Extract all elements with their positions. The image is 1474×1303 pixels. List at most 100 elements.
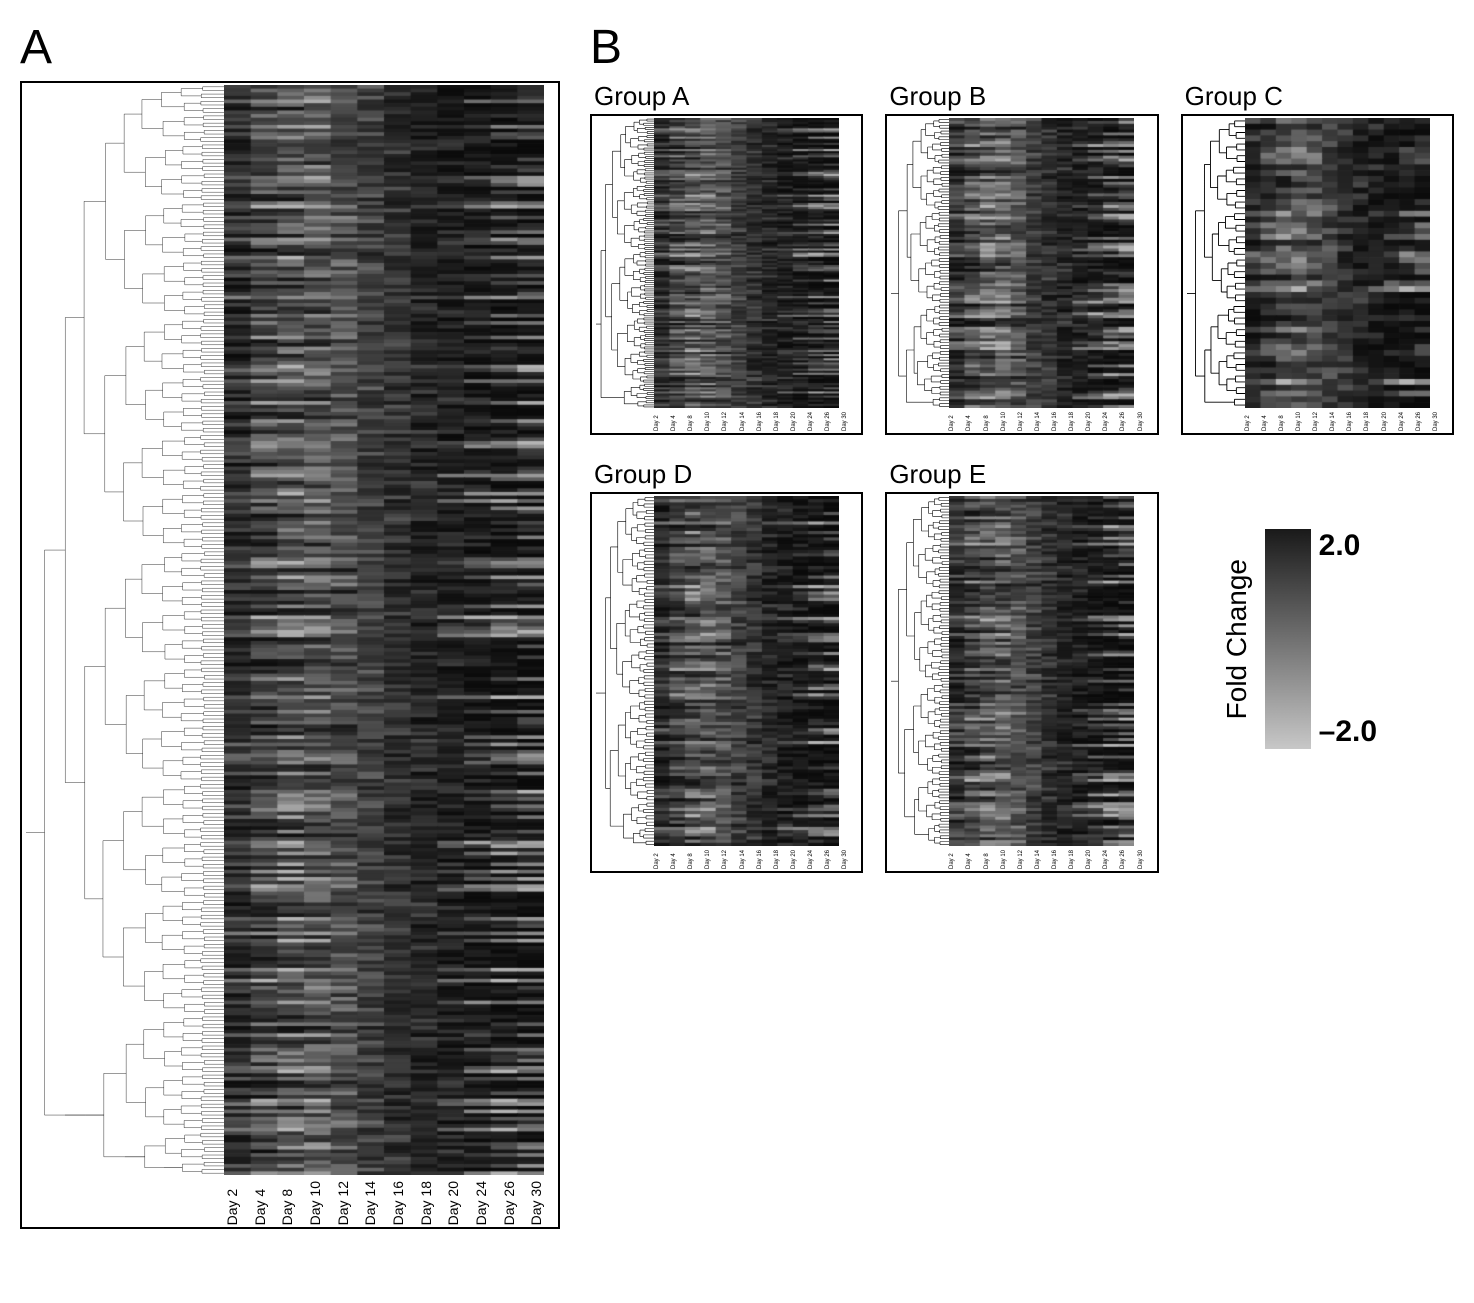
legend-label: Fold Change: [1221, 559, 1253, 719]
figure-root: A Day 2Day 4Day 8Day 10Day 12Day 14Day 1…: [20, 20, 1454, 1229]
x-axis-label: Day 4: [1262, 412, 1279, 431]
x-axis-label: Day 18: [1069, 412, 1086, 431]
x-axis-label: Day 30: [1433, 412, 1450, 431]
group-heatmap: [1245, 118, 1430, 408]
group-heatmap-box: Day 2Day 4Day 8Day 10Day 12Day 14Day 16D…: [885, 492, 1158, 873]
x-axis-label: Day 2: [654, 850, 671, 869]
panel-a-dendrogram: [24, 85, 224, 1175]
group-dendrogram: [594, 118, 654, 408]
legend-max: 2.0: [1319, 529, 1377, 563]
x-axis-label: Day 18: [418, 1179, 446, 1225]
legend-slot: Fold Change2.0–2.0: [1181, 459, 1454, 873]
colorbar-legend: Fold Change2.0–2.0: [1221, 529, 1454, 749]
group-dendrogram: [889, 118, 949, 408]
group-heatmap-box: Day 2Day 4Day 8Day 10Day 12Day 14Day 16D…: [1181, 114, 1454, 435]
x-axis-label: Day 30: [1138, 850, 1155, 869]
x-axis-label: Day 2: [654, 412, 671, 431]
x-axis-label: Day 2: [949, 412, 966, 431]
x-axis-label: Day 10: [1001, 412, 1018, 431]
x-axis-label: Day 8: [1279, 412, 1296, 431]
x-axis-label: Day 20: [1086, 412, 1103, 431]
group-heatmap: [949, 118, 1134, 408]
x-axis-label: Day 10: [705, 412, 722, 431]
x-axis-label: Day 14: [1330, 412, 1347, 431]
panel-a-heatmap-box: Day 2Day 4Day 8Day 10Day 12Day 14Day 16D…: [20, 81, 560, 1229]
x-axis-label: Day 4: [966, 412, 983, 431]
x-axis-label: Day 2: [1245, 412, 1262, 431]
x-axis-label: Day 4: [966, 850, 983, 869]
x-axis-label: Day 20: [1086, 850, 1103, 869]
x-axis-label: Day 18: [1364, 412, 1381, 431]
x-axis-label: Day 8: [279, 1179, 307, 1225]
x-axis-label: Day 12: [1018, 412, 1035, 431]
panel-b-row-1: Group ADay 2Day 4Day 8Day 10Day 12Day 14…: [590, 81, 1454, 435]
group-title: Group E: [889, 459, 1158, 490]
heatmap-group: Group CDay 2Day 4Day 8Day 10Day 12Day 14…: [1181, 81, 1454, 435]
x-axis-label: Day 24: [808, 412, 825, 431]
x-axis-label: Day 26: [1120, 412, 1137, 431]
x-axis-label: Day 24: [473, 1179, 501, 1225]
group-dendrogram: [594, 496, 654, 846]
group-dendrogram: [1185, 118, 1245, 408]
x-axis-label: Day 10: [705, 850, 722, 869]
group-title: Group C: [1185, 81, 1454, 112]
x-axis-label: Day 18: [774, 850, 791, 869]
x-axis-label: Day 16: [390, 1179, 418, 1225]
x-axis-label: Day 14: [1035, 412, 1052, 431]
x-axis-label: Day 12: [1313, 412, 1330, 431]
group-heatmap: [654, 496, 839, 846]
panel-a: A Day 2Day 4Day 8Day 10Day 12Day 14Day 1…: [20, 20, 560, 1229]
x-axis-label: Day 24: [1399, 412, 1416, 431]
x-axis-label: Day 8: [688, 850, 705, 869]
x-axis-label: Day 16: [1347, 412, 1364, 431]
x-axis-label: Day 26: [825, 850, 842, 869]
x-axis-label: Day 4: [671, 412, 688, 431]
heatmap-group: Group DDay 2Day 4Day 8Day 10Day 12Day 14…: [590, 459, 863, 873]
x-axis-label: Day 8: [688, 412, 705, 431]
x-axis-label: Day 16: [1052, 412, 1069, 431]
x-axis-label: Day 26: [1416, 412, 1433, 431]
x-axis-label: Day 30: [528, 1179, 556, 1225]
x-axis-label: Day 30: [1138, 412, 1155, 431]
heatmap-group: Group EDay 2Day 4Day 8Day 10Day 12Day 14…: [885, 459, 1158, 873]
group-title: Group D: [594, 459, 863, 490]
x-axis-label: Day 12: [722, 850, 739, 869]
x-axis-label: Day 10: [1001, 850, 1018, 869]
x-axis-label: Day 16: [757, 412, 774, 431]
x-axis-label: Day 12: [722, 412, 739, 431]
x-axis-label: Day 20: [791, 850, 808, 869]
x-axis-label: Day 20: [445, 1179, 473, 1225]
x-axis-label: Day 20: [1382, 412, 1399, 431]
x-axis-label: Day 12: [335, 1179, 363, 1225]
group-dendrogram: [889, 496, 949, 846]
x-axis-label: Day 26: [1120, 850, 1137, 869]
group-heatmap: [949, 496, 1134, 846]
x-axis-label: Day 12: [1018, 850, 1035, 869]
x-axis-label: Day 14: [362, 1179, 390, 1225]
group-heatmap-box: Day 2Day 4Day 8Day 10Day 12Day 14Day 16D…: [885, 114, 1158, 435]
x-axis-label: Day 2: [949, 850, 966, 869]
panel-a-label: A: [20, 20, 560, 75]
panel-a-heatmap: [224, 85, 544, 1175]
group-title: Group B: [889, 81, 1158, 112]
x-axis-label: Day 4: [671, 850, 688, 869]
panel-a-xlabels: Day 2Day 4Day 8Day 10Day 12Day 14Day 16D…: [24, 1179, 556, 1225]
group-title: Group A: [594, 81, 863, 112]
x-axis-label: Day 18: [774, 412, 791, 431]
x-axis-label: Day 18: [1069, 850, 1086, 869]
heatmap-group: Group BDay 2Day 4Day 8Day 10Day 12Day 14…: [885, 81, 1158, 435]
x-axis-label: Day 16: [1052, 850, 1069, 869]
x-axis-label: Day 14: [740, 412, 757, 431]
x-axis-label: Day 8: [984, 412, 1001, 431]
panel-b-label: B: [590, 20, 1454, 75]
x-axis-label: Day 20: [791, 412, 808, 431]
x-axis-label: Day 2: [224, 1179, 252, 1225]
x-axis-label: Day 16: [757, 850, 774, 869]
x-axis-label: Day 4: [252, 1179, 280, 1225]
x-axis-label: Day 30: [842, 412, 859, 431]
x-axis-label: Day 24: [1103, 412, 1120, 431]
x-axis-label: Day 10: [1296, 412, 1313, 431]
x-axis-label: Day 26: [501, 1179, 529, 1225]
x-axis-label: Day 24: [1103, 850, 1120, 869]
x-axis-label: Day 30: [842, 850, 859, 869]
